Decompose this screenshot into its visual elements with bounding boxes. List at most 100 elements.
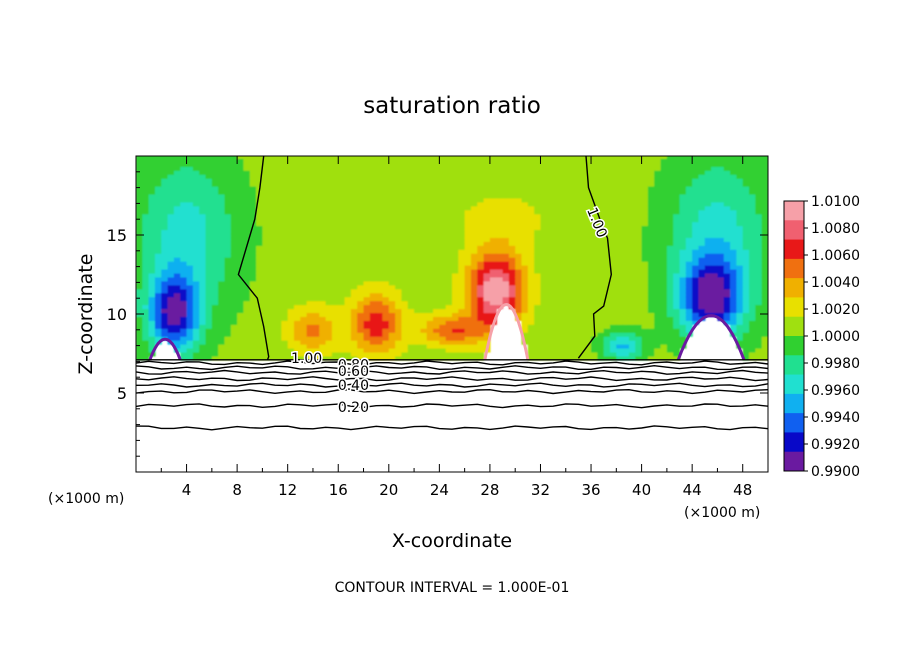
heatmap-cell <box>388 189 396 195</box>
heatmap-cell <box>249 261 257 266</box>
heatmap-cell <box>717 158 725 163</box>
heatmap-cell <box>641 332 649 337</box>
heatmap-cell <box>186 209 194 215</box>
heatmap-cell <box>502 233 510 238</box>
heatmap-cell <box>565 233 573 238</box>
heatmap-cell <box>344 205 352 211</box>
heatmap-cell <box>294 253 301 258</box>
heatmap-cell <box>294 213 301 219</box>
heatmap-cell <box>717 304 725 310</box>
heatmap-cell <box>357 265 365 270</box>
heatmap-cell <box>281 268 289 274</box>
heatmap-cell <box>679 300 687 306</box>
heatmap-cell <box>439 229 447 235</box>
heatmap-cell <box>136 225 143 231</box>
heatmap-cell <box>325 201 333 207</box>
heatmap-cell <box>262 241 270 246</box>
heatmap-cell <box>546 156 554 159</box>
heatmap-cell <box>376 221 384 227</box>
heatmap-cell <box>610 229 617 235</box>
heatmap-cell <box>414 351 421 357</box>
heatmap-cell <box>635 351 643 357</box>
heatmap-cell <box>268 237 276 242</box>
heatmap-cell <box>433 156 440 159</box>
heatmap-cell <box>597 205 605 211</box>
heatmap-cell <box>628 265 636 270</box>
heatmap-cell <box>186 158 194 163</box>
heatmap-cell <box>161 229 169 235</box>
heatmap-cell <box>679 308 687 314</box>
heatmap-cell <box>249 288 257 294</box>
heatmap-cell <box>572 347 579 353</box>
heatmap-cell <box>610 324 617 329</box>
heatmap-cell <box>622 324 630 329</box>
heatmap-cell <box>325 245 333 250</box>
heatmap-cell <box>363 229 371 235</box>
heatmap-cell <box>477 229 485 235</box>
heatmap-cell <box>685 241 693 246</box>
heatmap-cell <box>230 229 238 235</box>
heatmap-cell <box>698 261 706 266</box>
heatmap-cell <box>742 280 750 286</box>
heatmap-cell <box>647 162 655 167</box>
heatmap-cell <box>426 225 434 231</box>
heatmap-cell <box>527 351 535 357</box>
heatmap-cell <box>553 288 561 294</box>
heatmap-cell <box>218 332 226 337</box>
heatmap-cell <box>565 355 573 361</box>
heatmap-cell <box>224 340 232 345</box>
heatmap-cell <box>433 201 440 207</box>
heatmap-cell <box>237 209 245 215</box>
heatmap-cell <box>445 178 453 183</box>
heatmap-cell <box>192 276 200 282</box>
heatmap-cell <box>749 324 756 329</box>
heatmap-cell <box>711 197 719 203</box>
heatmap-cell <box>243 261 251 266</box>
heatmap-cell <box>357 225 365 231</box>
heatmap-cell <box>660 233 668 238</box>
heatmap-cell <box>211 276 219 282</box>
heatmap-cell <box>237 158 245 163</box>
heatmap-cell <box>376 197 384 203</box>
heatmap-cell <box>660 328 668 333</box>
heatmap-cell <box>186 193 194 199</box>
heatmap-cell <box>610 237 617 242</box>
heatmap-cell <box>464 205 472 211</box>
heatmap-cell <box>357 182 365 187</box>
heatmap-cell <box>546 249 554 254</box>
heatmap-cell <box>496 156 504 159</box>
heatmap-cell <box>666 201 674 207</box>
heatmap-cell <box>654 332 662 337</box>
heatmap-cell <box>407 324 415 329</box>
heatmap-cell <box>401 340 409 345</box>
heatmap-cell <box>173 174 181 179</box>
heatmap-cell <box>281 288 289 294</box>
heatmap-cell <box>610 241 617 246</box>
heatmap-cell <box>224 182 232 187</box>
heatmap-cell <box>452 178 459 183</box>
heatmap-cell <box>610 355 617 361</box>
heatmap-cell <box>742 272 750 278</box>
heatmap-cell <box>565 229 573 235</box>
heatmap-cell <box>439 156 447 159</box>
heatmap-cell <box>281 296 289 302</box>
heatmap-cell <box>515 288 523 294</box>
heatmap-cell <box>275 193 282 199</box>
heatmap-cell <box>173 197 181 203</box>
heatmap-cell <box>521 197 529 203</box>
heatmap-cell <box>407 280 415 286</box>
heatmap-cell <box>414 316 421 321</box>
heatmap-cell <box>597 268 605 274</box>
heatmap-cell <box>148 292 156 298</box>
heatmap-cell <box>641 189 649 195</box>
heatmap-cell <box>281 241 289 246</box>
heatmap-cell <box>287 178 295 183</box>
heatmap-cell <box>319 355 327 361</box>
heatmap-cell <box>647 186 655 191</box>
heatmap-cell <box>553 170 561 175</box>
heatmap-cell <box>312 296 320 302</box>
heatmap-cell <box>477 284 485 290</box>
heatmap-cell <box>685 292 693 298</box>
heatmap-cell <box>357 245 365 250</box>
heatmap-cell <box>540 328 548 333</box>
